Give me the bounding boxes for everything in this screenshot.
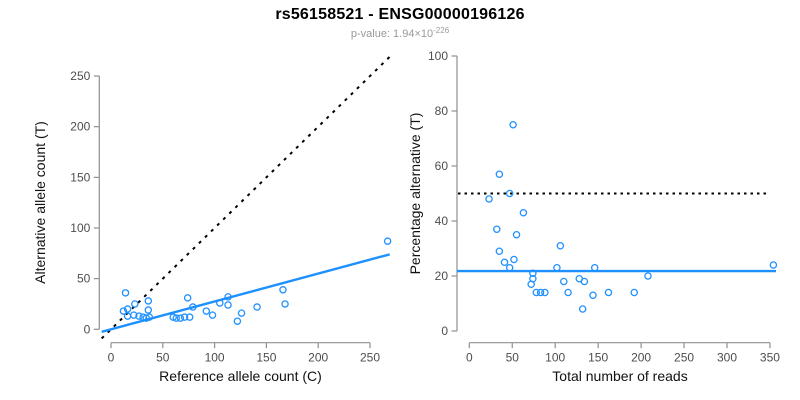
data-point — [500, 258, 509, 266]
data-point — [505, 189, 514, 198]
x-tick-label: 100 — [205, 351, 225, 365]
left-scatter-plot: Reference allele count (C) Alternative a… — [32, 56, 392, 384]
right-scatter-plot: Total number of reads Percentage alterna… — [407, 49, 780, 384]
data-point — [495, 170, 504, 178]
x-tick-label: 50 — [156, 351, 170, 365]
data-point — [119, 307, 128, 315]
data-point — [495, 247, 504, 255]
data-point — [536, 288, 545, 297]
data-point — [144, 306, 153, 314]
figure-subtitle: p-value: 1.94×10-226 — [0, 26, 800, 40]
data-point — [580, 277, 589, 286]
data-point — [527, 280, 535, 288]
data-point — [224, 293, 232, 301]
data-point — [224, 301, 232, 309]
pvalue-exponent: -226 — [433, 26, 450, 35]
data-point — [183, 294, 192, 302]
x-tick-label: 250 — [674, 351, 694, 365]
data-point — [233, 317, 242, 325]
y-tick-label: 60 — [435, 159, 449, 173]
data-point — [185, 313, 194, 321]
left-y-axis-title: Alternative allele count (T) — [32, 121, 48, 284]
data-point — [172, 314, 181, 322]
y-tick-label: 40 — [435, 214, 449, 228]
figure-title: rs56158521 - ENSG00000196126 — [275, 6, 525, 23]
x-tick-label: 200 — [631, 351, 651, 365]
data-point — [279, 286, 287, 294]
data-point — [131, 300, 139, 308]
data-point — [189, 303, 197, 311]
data-point — [121, 289, 130, 297]
data-point — [510, 255, 518, 264]
x-tick-label: 150 — [588, 351, 608, 365]
y-tick-label: 50 — [77, 272, 91, 286]
x-tick-label: 300 — [717, 351, 737, 365]
right-x-axis-title: Total number of reads — [552, 368, 687, 384]
data-point — [202, 307, 211, 315]
x-tick-label: 200 — [308, 351, 328, 365]
data-point — [578, 305, 587, 313]
right-y-axis-title: Percentage alternative (T) — [407, 113, 423, 275]
y-tick-label: 0 — [441, 324, 448, 338]
x-tick-label: 0 — [108, 351, 115, 365]
x-tick-label: 50 — [506, 351, 520, 365]
data-point — [505, 263, 514, 272]
data-point — [509, 121, 517, 129]
pvalue-text: p-value: 1.94×10 — [350, 28, 434, 40]
y-tick-label: 100 — [428, 49, 448, 63]
data-point — [556, 241, 565, 250]
data-point — [144, 297, 153, 305]
x-tick-label: 150 — [256, 351, 276, 365]
data-point — [630, 288, 638, 297]
left-x-axis-title: Reference allele count (C) — [159, 368, 322, 384]
data-point — [644, 272, 652, 280]
data-point — [529, 269, 537, 277]
identity-line — [100, 56, 391, 340]
data-point — [564, 288, 572, 297]
data-point — [519, 208, 528, 217]
data-point — [485, 195, 493, 203]
x-tick-label: 250 — [360, 351, 380, 365]
data-point — [130, 311, 138, 319]
data-point — [512, 230, 521, 239]
data-point — [145, 313, 154, 321]
data-point — [253, 303, 261, 311]
y-tick-label: 20 — [435, 269, 449, 283]
y-tick-label: 100 — [70, 221, 90, 235]
y-tick-label: 200 — [70, 120, 90, 134]
data-point — [493, 225, 501, 233]
data-point — [590, 263, 599, 272]
data-point — [532, 288, 541, 297]
data-point — [216, 299, 224, 307]
y-tick-label: 250 — [70, 69, 90, 83]
data-point — [176, 314, 185, 322]
data-point — [769, 261, 778, 269]
y-tick-label: 80 — [435, 104, 449, 118]
data-point — [553, 263, 561, 272]
data-point — [180, 313, 189, 321]
data-point — [281, 300, 289, 308]
y-tick-label: 0 — [84, 322, 91, 336]
data-point — [541, 288, 549, 297]
y-tick-label: 150 — [70, 170, 90, 184]
data-point — [589, 291, 597, 299]
x-tick-label: 0 — [466, 351, 473, 365]
data-point — [383, 237, 392, 245]
data-point — [560, 277, 568, 286]
data-point — [604, 288, 613, 297]
data-point — [135, 312, 143, 320]
data-point — [208, 311, 217, 319]
x-tick-label: 350 — [760, 351, 780, 365]
data-point — [123, 305, 132, 313]
data-point — [237, 309, 246, 317]
x-tick-label: 100 — [545, 351, 565, 365]
